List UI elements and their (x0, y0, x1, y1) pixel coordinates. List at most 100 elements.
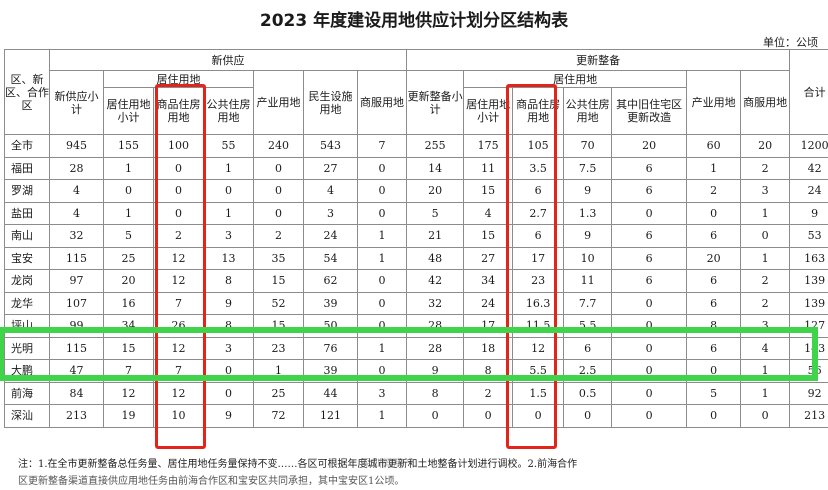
table-cell: 1 (204, 202, 254, 225)
table-cell: 54 (304, 247, 358, 270)
table-cell: 24 (790, 180, 828, 203)
table-cell: 6 (687, 292, 741, 315)
table-cell: 62 (304, 270, 358, 293)
table-cell: 0 (741, 405, 790, 428)
table-cell: 0 (612, 382, 687, 405)
table-cell: 1 (358, 225, 407, 248)
table-cell: 945 (50, 135, 104, 158)
table-cell: 3 (304, 202, 358, 225)
table-cell: 9 (564, 180, 612, 203)
table-cell: 2 (741, 292, 790, 315)
table-cell: 39 (304, 292, 358, 315)
table-cell: 240 (254, 135, 304, 158)
header-new-supply: 新供应 (50, 50, 407, 71)
table-cell: 0 (358, 180, 407, 203)
table-cell: 28 (50, 157, 104, 180)
table-cell: 7.5 (564, 157, 612, 180)
table-cell: 213 (790, 405, 828, 428)
table-cell: 48 (407, 247, 464, 270)
table-cell: 0 (358, 270, 407, 293)
table-cell: 1 (358, 405, 407, 428)
table-cell: 53 (790, 225, 828, 248)
table-cell: 0 (254, 157, 304, 180)
table-cell: 3 (204, 225, 254, 248)
table-cell: 0 (741, 225, 790, 248)
table-cell: 5 (687, 382, 741, 405)
table-cell: 0 (204, 382, 254, 405)
table-cell: 163 (790, 247, 828, 270)
table-cell: 1 (358, 247, 407, 270)
table-cell: 121 (304, 405, 358, 428)
header-new-business: 商服用地 (358, 71, 407, 135)
region-name: 全市 (5, 135, 50, 158)
table-cell: 4 (304, 180, 358, 203)
table-cell: 1 (687, 157, 741, 180)
table-cell: 4 (50, 202, 104, 225)
table-cell: 0 (358, 202, 407, 225)
header-renewal: 更新整备 (407, 50, 790, 71)
region-name: 龙岗 (5, 270, 50, 293)
table-cell: 2 (687, 180, 741, 203)
table-cell: 213 (50, 405, 104, 428)
table-cell: 32 (407, 292, 464, 315)
table-cell: 32 (50, 225, 104, 248)
highlight-new-commercial-res (155, 84, 206, 449)
table-cell: 6 (612, 180, 687, 203)
region-name: 南山 (5, 225, 50, 248)
header-new-public-res: 公共住房用地 (204, 88, 254, 135)
table-cell: 8 (407, 382, 464, 405)
table-cell: 20 (612, 135, 687, 158)
header-new-civil: 民生设施用地 (304, 71, 358, 135)
footnote: 注：1.在全市更新整备总任务量、居住用地任务量保持不变……各区可根据年度城市更新… (18, 456, 818, 490)
table-cell: 92 (790, 382, 828, 405)
region-name: 宝安 (5, 247, 50, 270)
table-cell: 2 (254, 225, 304, 248)
table-cell: 2 (741, 157, 790, 180)
table-cell: 55 (204, 135, 254, 158)
table-cell: 3 (358, 382, 407, 405)
table-cell: 0 (564, 405, 612, 428)
table-cell: 16 (104, 292, 154, 315)
table-cell: 9 (204, 292, 254, 315)
table-cell: 6 (687, 225, 741, 248)
table-cell: 9 (204, 405, 254, 428)
table-cell: 70 (564, 135, 612, 158)
table-cell: 25 (104, 247, 154, 270)
header-ren-public-res: 公共住房用地 (564, 88, 612, 135)
table-cell: 0 (612, 405, 687, 428)
header-ren-old-village: 其中旧住宅区更新改造 (612, 88, 687, 135)
header-total: 合计 (790, 50, 828, 135)
table-cell: 12 (104, 382, 154, 405)
table-cell: 20 (104, 270, 154, 293)
table-cell: 0 (612, 292, 687, 315)
table-cell: 20 (741, 135, 790, 158)
highlight-pingshan-guangming (0, 327, 818, 381)
table-cell: 3 (741, 180, 790, 203)
table-cell: 2 (741, 270, 790, 293)
table-cell: 25 (254, 382, 304, 405)
table-cell: 52 (254, 292, 304, 315)
table-cell: 13 (204, 247, 254, 270)
region-name: 深汕 (5, 405, 50, 428)
footnote-line-1: 注：1.在全市更新整备总任务量、居住用地任务量保持不变……各区可根据年度城市更新… (18, 456, 818, 473)
table-cell: 27 (304, 157, 358, 180)
table-cell: 7 (358, 135, 407, 158)
table-cell: 24 (304, 225, 358, 248)
table-cell: 9 (790, 202, 828, 225)
table-cell: 11 (564, 270, 612, 293)
table-cell: 1 (741, 247, 790, 270)
region-name: 盐田 (5, 202, 50, 225)
table-cell: 115 (50, 247, 104, 270)
table-cell: 97 (50, 270, 104, 293)
header-region: 区、新区、合作区 (5, 50, 50, 135)
table-cell: 1200 (790, 135, 828, 158)
table-cell: 255 (407, 135, 464, 158)
table-cell: 1 (104, 202, 154, 225)
table-cell: 20 (687, 247, 741, 270)
